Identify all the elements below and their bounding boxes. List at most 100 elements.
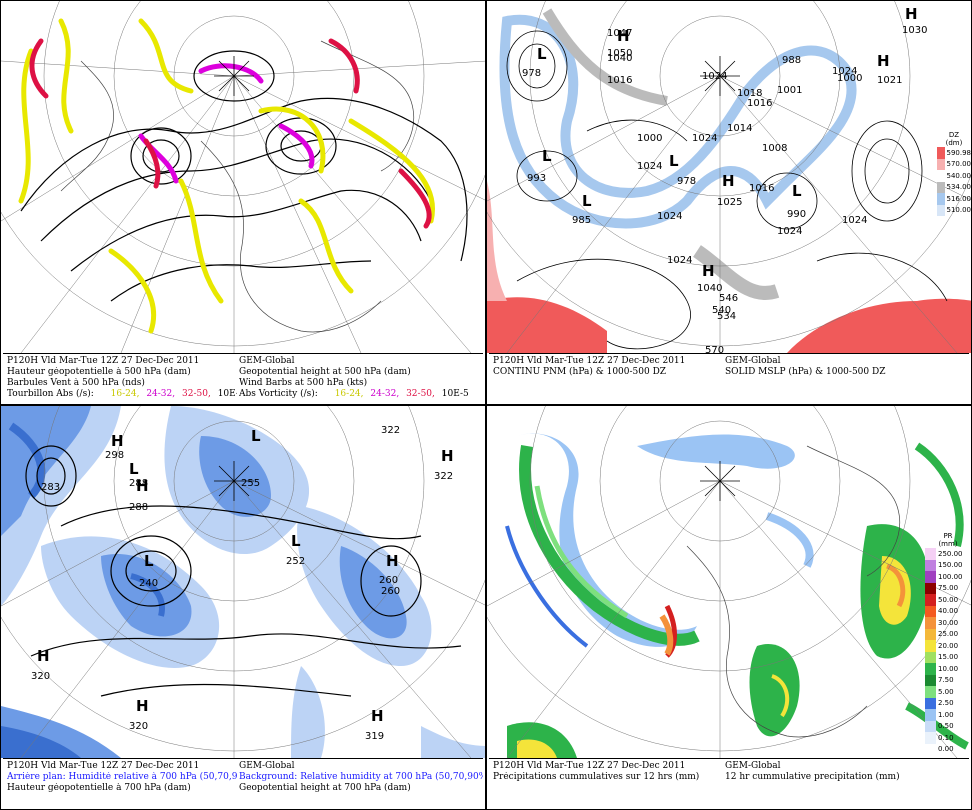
height-contours-700: [25, 445, 462, 697]
colorbar-swatch: [925, 559, 936, 571]
colorbar-swatch: [925, 686, 936, 698]
height-label: 283: [41, 482, 60, 493]
caption-line: Précipitations cummulatives sur 12 hrs (…: [493, 772, 700, 782]
isobar-label: 1040: [607, 53, 632, 64]
colorbar-row: 25.00: [925, 628, 971, 640]
colorbar-tick: 516.00: [946, 194, 972, 203]
colorbar-tick: 250.00: [938, 549, 963, 558]
colorbar-tick: 540.00: [946, 171, 972, 180]
colorbar-swatch: [937, 147, 945, 159]
caption-line: GEM-Global: [725, 761, 781, 771]
low-center-symbol: L: [251, 427, 261, 445]
pressure-centers: L L L L L H H H H H: [537, 5, 918, 280]
caption-line: Arrière plan: Humidité relative à 700 hP…: [7, 772, 237, 782]
panel-500hpa-vorticity: P120H Vld Mar-Tue 12Z 27 Dec-Dec 2011 Ha…: [0, 0, 486, 405]
pole-star-2: [700, 56, 740, 96]
height-label: 320: [31, 671, 50, 682]
colorbar-row: 100.00: [925, 571, 971, 583]
height-label: 288: [129, 502, 148, 513]
colorbar-swatch: [937, 193, 945, 205]
isobar-label: 1024: [657, 211, 682, 222]
height-label: 260: [381, 586, 400, 597]
colorbar-row: 50.00: [925, 594, 971, 606]
height-label: 260: [379, 575, 398, 586]
low-center-symbol: L: [582, 192, 592, 210]
caption-line: Barbules Vent à 500 hPa (nds): [7, 378, 145, 388]
height-centers: H L H L L L H H H H H: [37, 427, 454, 725]
pole-star: [214, 56, 254, 96]
colorbar-row: 540.00: [937, 170, 971, 182]
pole-star-4: [700, 461, 740, 501]
colorbar-swatch: [925, 582, 936, 594]
high-center-symbol: H: [111, 432, 124, 450]
colorbar-row: 2.50: [925, 697, 971, 709]
high-center-symbol: H: [371, 707, 384, 725]
colorbar-swatch: [925, 697, 936, 709]
thickness-gray-2: [542, 8, 668, 106]
isobar-label: 1030: [902, 25, 927, 36]
colorbar-title: PR (mm): [938, 532, 958, 548]
colorbar-swatch: [925, 651, 936, 663]
isobar-label: 1024: [692, 133, 717, 144]
caption-line: P120H Vld Mar-Tue 12Z 27 Dec-Dec 2011: [7, 356, 200, 366]
lat-lon-grid: [1, 1, 485, 353]
colorbar-tick: 100.00: [938, 572, 963, 581]
caption-line: Abs Vorticity (/s):: [239, 389, 318, 399]
caption-line: Geopotential height at 700 hPa (dam): [239, 783, 411, 793]
caption-line: GEM-Global: [239, 761, 295, 771]
colorbar-row: 1.00: [925, 709, 971, 721]
thickness-colorbar: DZ (dm) 590.98 570.00 540.00 534.00 516.00 510.…: [937, 131, 971, 216]
isobar-label: 1024: [667, 255, 692, 266]
colorbar-swatch: [925, 571, 936, 583]
vort-range-2-en: 24-32,: [370, 389, 400, 399]
caption-line: P120H Vld Mar-Tue 12Z 27 Dec-Dec 2011: [7, 761, 200, 771]
colorbar-row: 510.00: [937, 204, 971, 216]
isobar-label: 534: [717, 311, 736, 322]
colorbar-tick: 0.10: [938, 733, 954, 742]
colorbar-swatch: [925, 709, 936, 721]
thickness-red-west: [487, 297, 607, 353]
vort-range-1: 16-24,: [110, 389, 140, 399]
colorbar-tick: 570.00: [946, 160, 972, 169]
height-label: 319: [365, 731, 384, 742]
caption-line: Hauteur géopotentielle à 700 hPa (dam): [7, 783, 191, 793]
isobar-label: 1001: [777, 85, 802, 96]
map-700hpa: H L H L L L H H H H H 298 283 288 288 255 240…: [1, 406, 485, 758]
isobar-label: 985: [572, 215, 591, 226]
isobar-label: 1050: [607, 48, 632, 59]
isobar-label: 1000: [637, 133, 662, 144]
thickness-pink: [487, 181, 507, 301]
caption-line: CONTINU PNM (hPa) & 1000-500 DZ: [493, 367, 667, 377]
vort-range-3: 32-50,: [182, 389, 211, 399]
colorbar-row: 5.00: [925, 686, 971, 698]
colorbar-tick: 75.00: [938, 584, 959, 593]
isobar-label: 1016: [747, 98, 772, 109]
colorbar-tick: 2.50: [938, 699, 954, 708]
isobar-label: 1024: [637, 161, 662, 172]
isobar-label: 1021: [877, 75, 902, 86]
colorbar-swatch: [937, 181, 945, 193]
colorbar-tick: 150.00: [938, 561, 963, 570]
colorbar-swatch: [925, 640, 936, 652]
panel-mslp-thickness: L L L L L H H H H H 1030 1024 1040 1016 1024…: [486, 0, 972, 405]
colorbar-tick: 50.00: [938, 595, 959, 604]
colorbar-swatch: [937, 158, 945, 170]
vorticity-shading: [18, 18, 435, 334]
colorbar-tick: 30.00: [938, 618, 959, 627]
isobar-label: 1024: [842, 215, 867, 226]
colorbar-swatch: [925, 605, 936, 617]
height-label: 320: [129, 721, 148, 732]
isobar-label: 993: [527, 173, 546, 184]
high-center-symbol: H: [136, 697, 149, 715]
isobar-label: 570: [705, 345, 724, 353]
humidity-shading: [1, 406, 485, 758]
colorbar-swatch: [925, 743, 936, 755]
caption-line: Background: Relative humidity at 700 hPa…: [239, 772, 483, 782]
colorbar-tick: 0.50: [938, 722, 954, 731]
height-label: 298: [105, 450, 124, 461]
isobar-label: 1016: [607, 75, 632, 86]
low-center-symbol: L: [537, 45, 547, 63]
caption-line: Tourbillon Abs (/s):: [7, 389, 94, 399]
